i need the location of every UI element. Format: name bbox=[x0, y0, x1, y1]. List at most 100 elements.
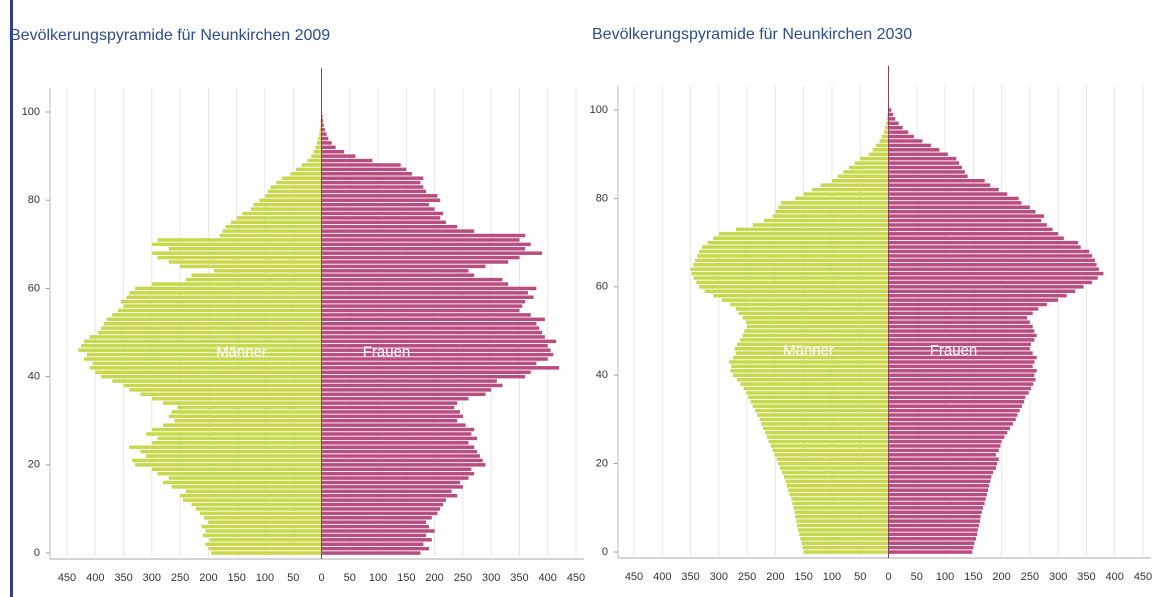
bar bbox=[876, 143, 889, 148]
bar bbox=[759, 417, 889, 422]
bar bbox=[320, 119, 322, 123]
bar bbox=[888, 218, 1042, 223]
bar bbox=[231, 220, 322, 225]
bar bbox=[888, 236, 1064, 240]
bar bbox=[766, 435, 889, 439]
bar bbox=[888, 201, 1022, 205]
bar bbox=[770, 444, 889, 448]
bar bbox=[888, 170, 965, 174]
bar bbox=[321, 247, 526, 251]
bar bbox=[321, 542, 424, 546]
y-tick-label: 40 bbox=[28, 371, 40, 383]
bar bbox=[888, 355, 1037, 360]
bar bbox=[757, 413, 889, 417]
bar bbox=[78, 348, 322, 352]
bar bbox=[888, 346, 1030, 351]
bar bbox=[270, 185, 322, 189]
bar bbox=[888, 205, 1030, 210]
bar bbox=[151, 242, 322, 247]
bar bbox=[729, 360, 889, 364]
bar bbox=[316, 141, 322, 145]
bar bbox=[321, 251, 543, 255]
bar bbox=[699, 285, 889, 289]
bar bbox=[745, 391, 889, 395]
bar bbox=[321, 449, 478, 454]
bar bbox=[888, 307, 1039, 311]
bar bbox=[888, 324, 1033, 329]
bar bbox=[151, 251, 322, 255]
bar bbox=[755, 408, 889, 413]
bar bbox=[792, 501, 889, 506]
bar bbox=[883, 130, 889, 134]
bar bbox=[321, 520, 427, 524]
bar bbox=[180, 264, 322, 269]
bar bbox=[168, 414, 322, 419]
series-label: Männer bbox=[783, 342, 834, 359]
y-tick-label: 40 bbox=[596, 369, 608, 381]
bar bbox=[214, 269, 322, 273]
bar bbox=[888, 302, 1047, 307]
bar bbox=[318, 136, 322, 141]
bar bbox=[321, 149, 345, 154]
bar bbox=[888, 311, 1033, 316]
y-tick-label: 80 bbox=[596, 192, 608, 204]
bar bbox=[209, 538, 322, 542]
bar bbox=[321, 308, 520, 313]
bar bbox=[151, 467, 322, 472]
bar bbox=[802, 545, 889, 550]
bar bbox=[100, 326, 322, 330]
bar bbox=[888, 148, 940, 152]
bar bbox=[321, 551, 421, 555]
bar bbox=[690, 267, 889, 271]
bar bbox=[140, 392, 322, 397]
bar bbox=[185, 277, 322, 282]
bar bbox=[730, 302, 889, 307]
bar bbox=[888, 267, 1099, 271]
bar bbox=[730, 369, 889, 373]
bar bbox=[888, 373, 1035, 378]
bar bbox=[182, 498, 322, 502]
bar bbox=[321, 392, 486, 397]
bar bbox=[774, 453, 889, 457]
bar bbox=[791, 497, 889, 501]
bar bbox=[786, 483, 889, 488]
bar bbox=[888, 364, 1033, 369]
bar bbox=[321, 357, 548, 361]
bar bbox=[195, 507, 322, 511]
bar bbox=[735, 351, 889, 355]
bar bbox=[718, 232, 889, 236]
y-tick-label: 0 bbox=[34, 547, 40, 559]
x-tick-label: 0 bbox=[318, 572, 324, 584]
y-tick-label: 100 bbox=[590, 104, 608, 116]
bar bbox=[203, 516, 322, 520]
bar bbox=[174, 418, 322, 423]
y-tick-label: 60 bbox=[28, 282, 40, 294]
bar bbox=[151, 441, 322, 445]
bar bbox=[321, 480, 461, 485]
bar bbox=[321, 114, 323, 119]
bar bbox=[803, 192, 889, 196]
bar bbox=[321, 344, 548, 348]
bar bbox=[321, 396, 469, 401]
bar bbox=[888, 545, 974, 550]
bar bbox=[319, 127, 322, 132]
bar bbox=[695, 258, 889, 263]
bar bbox=[888, 351, 1033, 355]
x-tick-label: 250 bbox=[171, 572, 189, 584]
bar bbox=[888, 369, 1037, 373]
bar bbox=[321, 277, 503, 282]
x-tick-label: 50 bbox=[854, 571, 866, 583]
bar bbox=[321, 423, 466, 427]
bar bbox=[888, 400, 1025, 404]
bar bbox=[888, 457, 999, 461]
bar bbox=[697, 254, 889, 258]
bar bbox=[888, 156, 957, 161]
bar bbox=[888, 408, 1020, 413]
bar bbox=[129, 388, 322, 392]
bar bbox=[267, 189, 322, 194]
bar bbox=[168, 260, 322, 264]
bar bbox=[321, 493, 458, 498]
bar bbox=[888, 377, 1036, 382]
bar bbox=[888, 532, 978, 537]
